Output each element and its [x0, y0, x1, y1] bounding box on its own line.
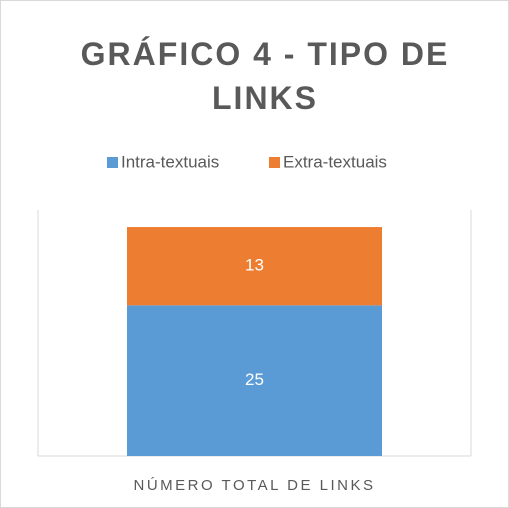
legend-label: Intra-textuais [121, 152, 219, 171]
bar-segment [127, 227, 382, 306]
data-label: 25 [245, 370, 264, 389]
legend-swatch [107, 157, 118, 168]
chart-title: GRÁFICO 4 - TIPO DE LINKS [80, 36, 450, 116]
data-label: 13 [245, 256, 264, 275]
legend-swatch [269, 157, 280, 168]
x-tick-label: NÚMERO TOTAL DE LINKS [134, 477, 376, 494]
legend-label: Extra-textuais [283, 152, 387, 171]
bar-segment [127, 305, 382, 456]
